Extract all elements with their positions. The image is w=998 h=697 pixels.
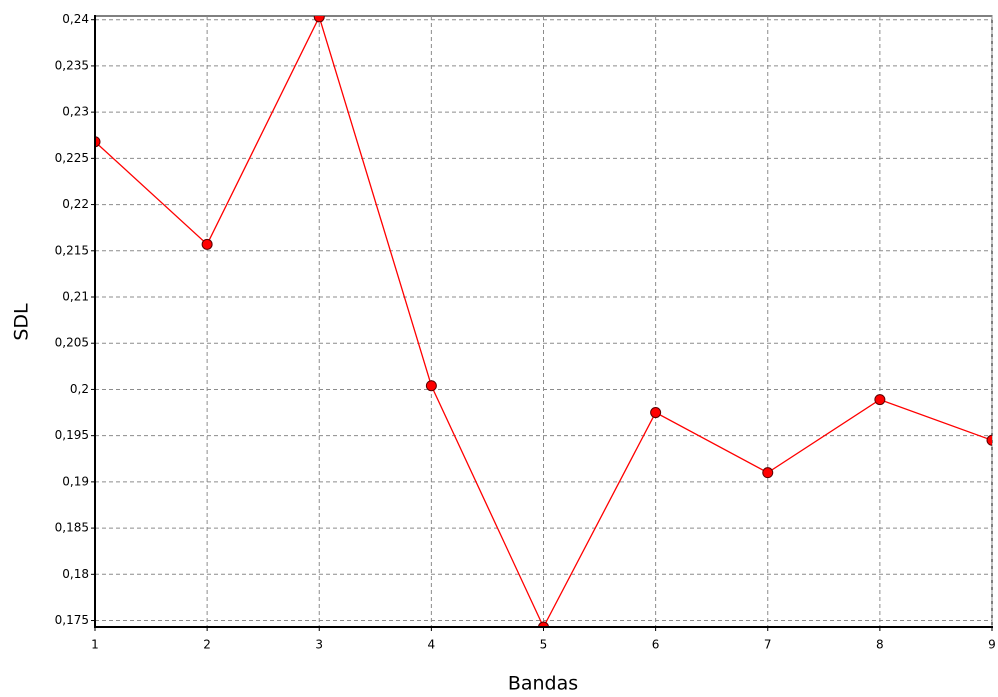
y-tick-label: 0,205 xyxy=(55,336,89,350)
y-tick-label: 0,185 xyxy=(55,521,89,535)
y-tick-label: 0,22 xyxy=(62,197,89,211)
y-tick-label: 0,215 xyxy=(55,243,89,257)
x-tick-label: 1 xyxy=(91,638,99,652)
x-tick-label: 8 xyxy=(876,638,884,652)
x-tick-label: 3 xyxy=(315,638,323,652)
y-tick-label: 0,225 xyxy=(55,151,89,165)
data-point xyxy=(986,434,992,446)
data-point xyxy=(762,467,774,479)
y-tick-label: 0,23 xyxy=(62,105,89,119)
x-tick-label: 2 xyxy=(203,638,211,652)
y-tick-label: 0,19 xyxy=(62,474,89,488)
data-point xyxy=(650,407,662,419)
y-axis-title: SDL xyxy=(11,303,33,341)
data-point xyxy=(95,136,101,148)
data-point xyxy=(538,621,549,627)
x-tick-label: 7 xyxy=(764,638,772,652)
series xyxy=(95,16,992,627)
series-line xyxy=(95,16,992,627)
data-point xyxy=(201,238,213,250)
y-tick-label: 0,175 xyxy=(55,613,89,627)
x-tick-label: 6 xyxy=(652,638,660,652)
y-tick-label: 0,195 xyxy=(55,428,89,442)
ticks: 0,175 0,18 0,185 0,19 0,195 0,2 0,205 0,21 0,215… xyxy=(55,12,996,651)
x-axis-title: Bandas xyxy=(508,673,578,695)
x-tick-label: 4 xyxy=(428,638,436,652)
data-point xyxy=(313,16,325,23)
y-tick-label: 0,18 xyxy=(62,567,89,581)
data-point xyxy=(425,380,437,392)
data-point xyxy=(874,394,886,406)
y-tick-label: 0,235 xyxy=(55,58,89,72)
y-tick-label: 0,2 xyxy=(70,382,89,396)
y-tick-label: 0,21 xyxy=(62,290,89,304)
x-tick-label: 5 xyxy=(540,638,548,652)
y-tick-label: 0,24 xyxy=(62,12,89,26)
x-tick-label: 9 xyxy=(988,638,996,652)
